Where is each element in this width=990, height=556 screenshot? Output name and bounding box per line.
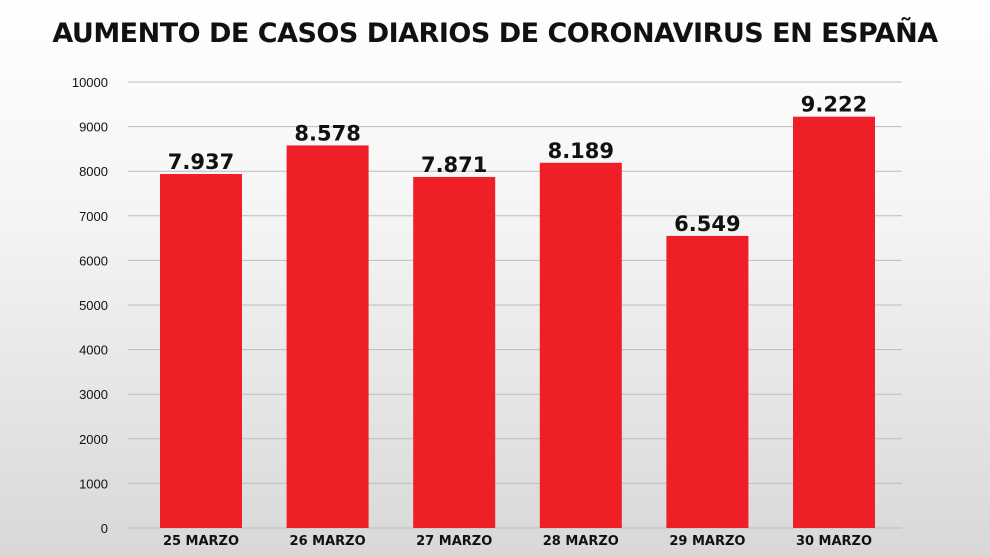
data-label: 8.189 (548, 139, 614, 163)
y-tick-label: 0 (101, 521, 108, 536)
x-tick-label: 29 MARZO (669, 534, 745, 549)
x-tick-label: 27 MARZO (416, 534, 492, 549)
bar (666, 235, 749, 528)
y-tick-label: 10000 (72, 75, 108, 90)
x-tick-label: 30 MARZO (796, 534, 872, 549)
y-tick-label: 5000 (79, 298, 108, 313)
chart-title: AUMENTO DE CASOS DIARIOS DE CORONAVIRUS … (52, 18, 938, 49)
y-tick-label: 2000 (79, 432, 108, 447)
data-label: 8.578 (294, 121, 360, 145)
bars (160, 116, 875, 529)
bar (793, 116, 875, 529)
y-tick-label: 8000 (79, 164, 108, 179)
gridlines (128, 81, 902, 529)
y-tick-label: 9000 (79, 120, 108, 135)
data-label: 7.937 (168, 150, 234, 174)
y-axis-ticks: 0 1000 2000 3000 4000 5000 6000 7000 8000 9000 100… (72, 75, 108, 536)
data-labels: 7.937 8.578 7.871 8.189 6.549 9.222 (168, 93, 867, 236)
x-tick-label: 28 MARZO (543, 534, 619, 549)
x-tick-label: 26 MARZO (290, 534, 366, 549)
y-tick-label: 4000 (79, 343, 108, 358)
bar (413, 176, 496, 528)
y-tick-label: 6000 (79, 253, 108, 268)
data-label: 6.549 (674, 212, 740, 236)
bar (286, 145, 369, 528)
y-tick-label: 7000 (79, 209, 108, 224)
x-axis-labels: 25 MARZO 26 MARZO 27 MARZO 28 MARZO 29 MARZO… (163, 534, 872, 549)
data-label: 9.222 (801, 93, 867, 117)
y-tick-label: 3000 (79, 387, 108, 402)
bar (539, 162, 622, 528)
bar (160, 174, 242, 528)
data-label: 7.871 (421, 153, 487, 177)
y-tick-label: 1000 (79, 476, 108, 491)
x-tick-label: 25 MARZO (163, 534, 239, 549)
